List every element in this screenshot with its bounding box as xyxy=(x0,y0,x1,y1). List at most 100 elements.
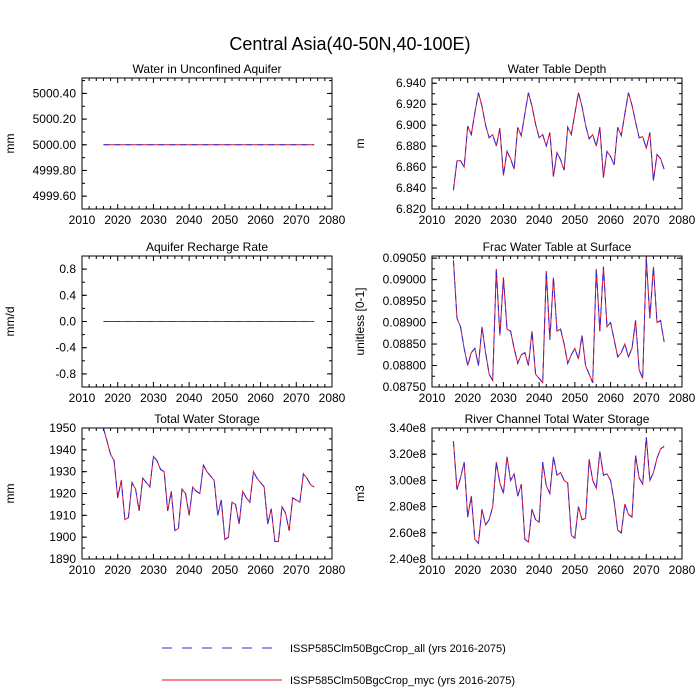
y-axis-label: mm/d xyxy=(3,307,17,337)
y-tick-label: 1950 xyxy=(49,421,76,435)
y-tick-label: 0.08950 xyxy=(383,294,427,308)
x-tick-label: 2060 xyxy=(597,213,624,227)
x-tick-label: 2010 xyxy=(419,391,446,405)
plot-frame xyxy=(81,427,333,560)
y-tick-label: 3.40e8 xyxy=(389,421,426,435)
x-tick-label: 2040 xyxy=(526,563,553,577)
x-tick-label: 2050 xyxy=(212,213,239,227)
series-line-myc xyxy=(452,437,665,545)
panel-title: Frac Water Table at Surface xyxy=(483,240,632,254)
x-tick-label: 2070 xyxy=(283,391,310,405)
plot-frame xyxy=(431,77,683,210)
x-tick-label: 2020 xyxy=(104,391,131,405)
x-tick-label: 2040 xyxy=(526,213,553,227)
x-tick-label: 2050 xyxy=(212,391,239,405)
series-line-myc xyxy=(452,258,665,385)
plot-frame xyxy=(431,255,683,388)
y-tick-label: 2.40e8 xyxy=(389,552,426,566)
series-line-myc xyxy=(102,427,315,543)
y-tick-label: 6.860 xyxy=(396,160,426,174)
y-tick-label: 0.4 xyxy=(59,288,76,302)
y-tick-label: 0.08850 xyxy=(383,337,427,351)
figure-title: Central Asia(40-50N,40-100E) xyxy=(229,34,470,54)
series-line-all xyxy=(102,427,315,543)
x-tick-label: 2020 xyxy=(454,391,481,405)
x-tick-label: 2020 xyxy=(454,563,481,577)
y-tick-label: 1930 xyxy=(49,465,76,479)
x-tick-label: 2020 xyxy=(104,213,131,227)
panel-title: Water in Unconfined Aquifer xyxy=(133,62,282,76)
x-tick-label: 2050 xyxy=(562,391,589,405)
y-tick-label: 5000.00 xyxy=(33,138,77,152)
x-tick-label: 2030 xyxy=(140,391,167,405)
y-tick-label: 6.880 xyxy=(396,139,426,153)
panel-title: River Channel Total Water Storage xyxy=(465,412,650,426)
y-tick-label: -0.8 xyxy=(55,367,76,381)
plot-frame xyxy=(81,77,333,210)
panel-5: Total Water Storage mm 2010 2020 2030 2040 205… xyxy=(3,412,346,577)
x-tick-label: 2060 xyxy=(247,213,274,227)
y-tick-label: 4999.80 xyxy=(33,163,77,177)
y-tick-label: 3.20e8 xyxy=(389,447,426,461)
x-tick-label: 2080 xyxy=(669,391,696,405)
y-axis-label: unitless [0-1] xyxy=(353,287,367,355)
x-tick-label: 2080 xyxy=(669,563,696,577)
x-tick-label: 2010 xyxy=(69,563,96,577)
x-tick-label: 2040 xyxy=(176,563,203,577)
x-tick-label: 2080 xyxy=(319,563,346,577)
x-tick-label: 2070 xyxy=(633,213,660,227)
series-line-all xyxy=(452,258,665,385)
series-line-all xyxy=(452,92,665,191)
x-tick-label: 2060 xyxy=(597,563,624,577)
legend-label-myc: ISSP585Clm50BgcCrop_myc (yrs 2016-2075) xyxy=(290,675,515,687)
y-tick-label: 0.0 xyxy=(59,315,76,329)
x-tick-label: 2030 xyxy=(140,563,167,577)
panel-2: Water Table Depth m 2010 2020 2030 2040 2050 20… xyxy=(353,62,696,227)
panel-title: Aquifer Recharge Rate xyxy=(146,240,268,254)
y-tick-label: 0.08750 xyxy=(383,380,427,394)
y-tick-label: 1940 xyxy=(49,443,76,457)
y-tick-label: -0.4 xyxy=(55,341,76,355)
x-tick-label: 2010 xyxy=(69,213,96,227)
y-tick-label: 0.8 xyxy=(59,262,76,276)
x-tick-label: 2060 xyxy=(597,391,624,405)
y-tick-label: 1920 xyxy=(49,487,76,501)
panel-3: Aquifer Recharge Rate mm/d 2010 2020 2030 204… xyxy=(3,240,346,405)
x-tick-label: 2060 xyxy=(247,563,274,577)
y-tick-label: 1900 xyxy=(49,530,76,544)
panel-1: Water in Unconfined Aquifer mm 2010 2020 203… xyxy=(3,62,346,227)
x-tick-label: 2050 xyxy=(562,213,589,227)
x-tick-label: 2060 xyxy=(247,391,274,405)
panel-title: Water Table Depth xyxy=(508,62,607,76)
x-tick-label: 2020 xyxy=(454,213,481,227)
x-tick-label: 2070 xyxy=(283,213,310,227)
plot-frame xyxy=(81,255,333,388)
x-tick-label: 2020 xyxy=(104,563,131,577)
y-tick-label: 6.840 xyxy=(396,181,426,195)
y-tick-label: 4999.60 xyxy=(33,189,77,203)
series-line-all xyxy=(452,437,665,545)
y-tick-label: 1890 xyxy=(49,552,76,566)
x-tick-label: 2010 xyxy=(69,391,96,405)
x-tick-label: 2080 xyxy=(319,213,346,227)
y-tick-label: 5000.20 xyxy=(33,112,77,126)
x-tick-label: 2070 xyxy=(633,563,660,577)
y-tick-label: 6.820 xyxy=(396,202,426,216)
y-tick-label: 6.920 xyxy=(396,97,426,111)
y-tick-label: 2.80e8 xyxy=(389,500,426,514)
y-axis-label: mm xyxy=(3,484,17,504)
y-tick-label: 2.60e8 xyxy=(389,526,426,540)
x-tick-label: 2050 xyxy=(562,563,589,577)
x-tick-label: 2040 xyxy=(526,391,553,405)
x-tick-label: 2070 xyxy=(283,563,310,577)
y-axis-label: m3 xyxy=(353,485,367,502)
x-tick-label: 2070 xyxy=(633,391,660,405)
panel-4: Frac Water Table at Surface unitless [0-1… xyxy=(353,240,696,405)
y-tick-label: 0.08800 xyxy=(383,359,427,373)
y-tick-label: 1910 xyxy=(49,508,76,522)
plot-frame xyxy=(431,427,683,560)
x-tick-label: 2050 xyxy=(212,563,239,577)
y-axis-label: mm xyxy=(3,134,17,154)
y-axis-label: m xyxy=(353,139,367,149)
